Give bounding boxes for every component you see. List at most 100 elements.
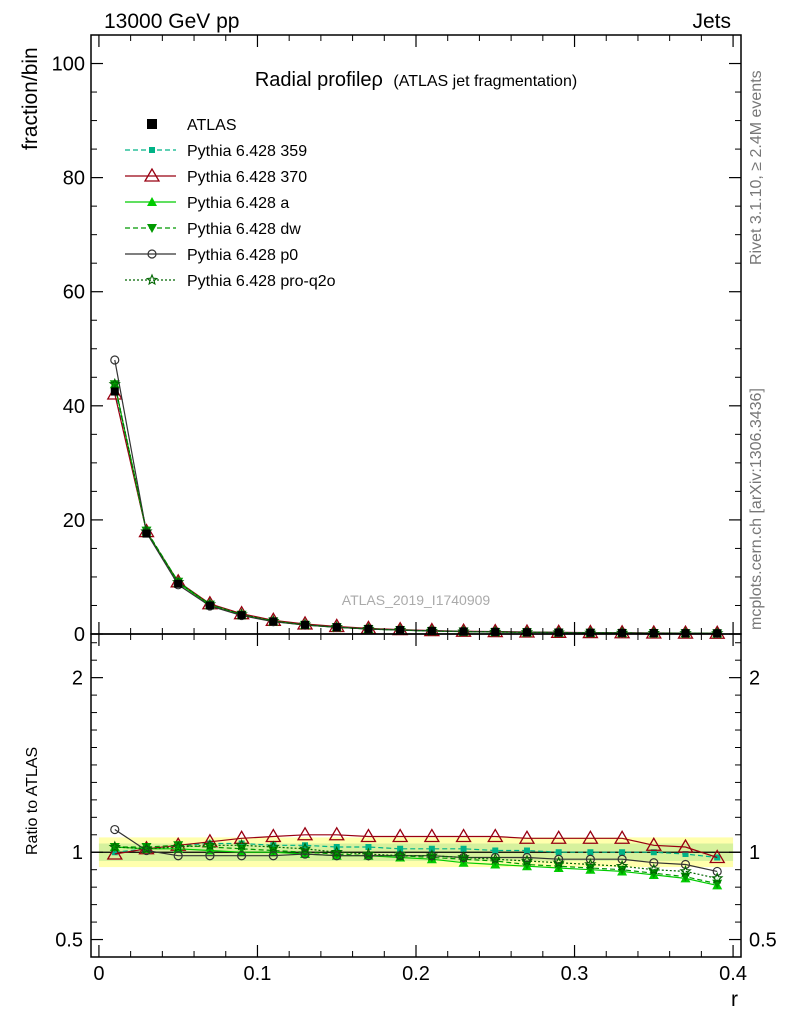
- rivet-label: Rivet 3.1.10, ≥ 2.4M events: [748, 70, 765, 265]
- legend-label: Pythia 6.428 pro-q2o: [187, 273, 336, 290]
- legend-marker: [143, 167, 161, 182]
- reference-point: [649, 629, 658, 638]
- ratio-point: [110, 824, 120, 835]
- ratio-series-line: [114, 844, 718, 879]
- ratio-point: [328, 826, 345, 841]
- ratio-point: [235, 838, 248, 851]
- ratio-point: [393, 849, 407, 862]
- ratio-point: [711, 871, 724, 884]
- ratio-point: [173, 841, 184, 851]
- ratio-point: [111, 849, 118, 856]
- ratio-point: [365, 844, 372, 851]
- ratio-point: [141, 843, 152, 853]
- ratio-point: [492, 847, 499, 854]
- legend-item: Pythia 6.428 a: [125, 195, 289, 212]
- ratio-point: [582, 829, 599, 844]
- ratio-point: [298, 842, 312, 854]
- header-right: Jets: [692, 10, 731, 33]
- main-point: [108, 377, 121, 390]
- ratio-point: [203, 838, 217, 851]
- ratio-series-line: [114, 846, 718, 886]
- ratio-point: [173, 851, 183, 861]
- ratio-point: [615, 859, 629, 872]
- ratio-point: [518, 829, 536, 844]
- legend-label: Pythia 6.428 359: [187, 143, 307, 160]
- ratio-series-group: [108, 838, 724, 884]
- ratio-point: [709, 849, 726, 864]
- main-point: [110, 355, 120, 365]
- legend-marker: [149, 147, 155, 153]
- ratio-point: [680, 859, 691, 870]
- reference-point: [237, 611, 246, 620]
- reference-point: [332, 623, 341, 632]
- ratio-point: [141, 845, 152, 856]
- ratio-point: [332, 851, 342, 861]
- reference-point: [301, 620, 310, 629]
- header-left: 13000 GeV pp: [104, 10, 239, 33]
- ratio-point: [268, 851, 278, 861]
- ratio-point: [489, 852, 502, 865]
- main-y-tick-label: 60: [63, 282, 85, 304]
- ratio-point: [645, 836, 662, 851]
- reference-point: [396, 626, 405, 635]
- reference-point: [364, 624, 373, 633]
- reference-point: [269, 617, 278, 626]
- ratio-point: [457, 851, 470, 863]
- ratio-y-tick-label: 2: [72, 668, 83, 690]
- legend-item: ATLAS: [147, 117, 237, 134]
- ratio-y-axis-label: Ratio to ATLAS: [24, 747, 41, 855]
- ratio-y-tick-label-right: 0.5: [749, 930, 777, 952]
- legend-marker: [147, 197, 157, 206]
- reference-point: [174, 579, 183, 588]
- ratio-point: [363, 851, 374, 861]
- legend-item: Pythia 6.428 359: [125, 143, 307, 160]
- chart-subtitle: (ATLAS jet fragmentation): [393, 73, 577, 90]
- x-tick-label: 0.1: [244, 963, 272, 985]
- legend-label: Pythia 6.428 370: [187, 169, 307, 186]
- main-y-tick-label: 100: [52, 54, 85, 76]
- reference-series-group: [110, 387, 722, 638]
- reference-point: [522, 628, 531, 637]
- ratio-point: [552, 856, 565, 869]
- ratio-point: [619, 849, 626, 856]
- reference-point: [491, 627, 500, 636]
- legend-label: Pythia 6.428 a: [187, 195, 289, 212]
- ratio-point: [585, 854, 595, 864]
- ratio-y-tick-label-right: 1: [749, 842, 760, 864]
- main-y-tick-label: 80: [63, 168, 85, 190]
- ratio-series-line: [114, 844, 718, 885]
- chart-title: Radial profileρ (ATLAS jet fragmentation…: [255, 69, 577, 91]
- ratio-point: [106, 845, 123, 860]
- legend-item: Pythia 6.428 dw: [125, 221, 301, 238]
- main-y-tick-label: 20: [63, 510, 85, 532]
- ratio-point: [360, 828, 377, 843]
- ratio-point: [682, 850, 689, 857]
- main-y-tick-label: 0: [74, 624, 85, 646]
- x-tick-label: 0: [93, 963, 104, 985]
- ratio-point: [649, 858, 659, 868]
- ratio-point: [647, 863, 661, 875]
- legend-label: Pythia 6.428 p0: [187, 247, 298, 264]
- ratio-y-tick-label: 0.5: [55, 930, 83, 952]
- legend-item: Pythia 6.428 370: [125, 167, 307, 186]
- ratio-point: [362, 847, 375, 860]
- legend-label: ATLAS: [187, 117, 237, 134]
- ratio-point: [679, 864, 692, 877]
- ratio-point: [550, 829, 567, 844]
- ratio-point: [617, 854, 627, 864]
- ratio-point: [613, 829, 631, 844]
- ratio-point: [455, 828, 472, 843]
- ratio-point: [460, 845, 467, 852]
- main-y-axis-label: fraction/bin: [19, 47, 42, 150]
- reference-point: [142, 529, 151, 538]
- x-tick-label: 0.4: [719, 963, 747, 985]
- chart-title-main: Radial profileρ: [255, 69, 383, 91]
- reference-point: [554, 628, 563, 637]
- ratio-point: [712, 866, 722, 877]
- reference-point: [586, 628, 595, 637]
- ratio-point: [330, 845, 343, 858]
- reference-point: [618, 628, 627, 637]
- ratio-point: [423, 828, 440, 843]
- x-tick-label: 0.3: [561, 963, 589, 985]
